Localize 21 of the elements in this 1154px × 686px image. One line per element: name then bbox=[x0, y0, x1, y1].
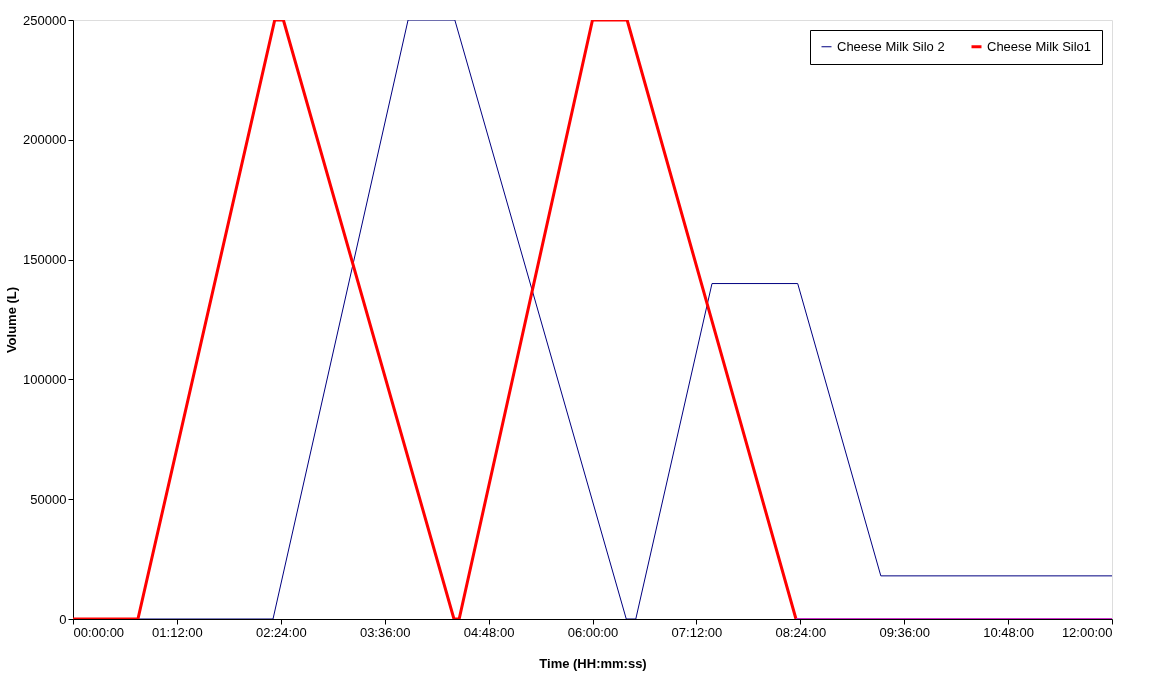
y-axis-title: Volume (L) bbox=[4, 286, 20, 354]
x-tick-label: 07:12:00 bbox=[671, 624, 723, 640]
y-tick-label: 0 bbox=[59, 611, 67, 627]
x-tick-label: 12:00:00 bbox=[1061, 624, 1113, 640]
x-tick-label: 09:36:00 bbox=[879, 624, 930, 640]
y-tick-label: 150000 bbox=[23, 252, 67, 268]
x-tick-label: 02:24:00 bbox=[256, 624, 307, 640]
legend-label: Cheese Milk Silo1 bbox=[987, 38, 1092, 54]
x-tick-label: 04:48:00 bbox=[463, 624, 515, 640]
y-tick-label: 250000 bbox=[23, 12, 67, 28]
y-tick-label: 200000 bbox=[23, 132, 67, 148]
y-tick-label: 50000 bbox=[30, 491, 67, 507]
x-tick-label: 01:12:00 bbox=[152, 624, 203, 640]
legend-label: Cheese Milk Silo 2 bbox=[837, 38, 945, 54]
x-tick-label: 08:24:00 bbox=[775, 624, 827, 640]
x-tick-label: 10:48:00 bbox=[983, 624, 1034, 640]
x-tick-label: 00:00:00 bbox=[73, 624, 125, 640]
x-tick-label: 03:36:00 bbox=[359, 624, 411, 640]
y-tick-label: 100000 bbox=[23, 371, 67, 387]
x-axis-title: Time (HH:mm:ss) bbox=[539, 655, 647, 671]
x-tick-label: 06:00:00 bbox=[567, 624, 619, 640]
